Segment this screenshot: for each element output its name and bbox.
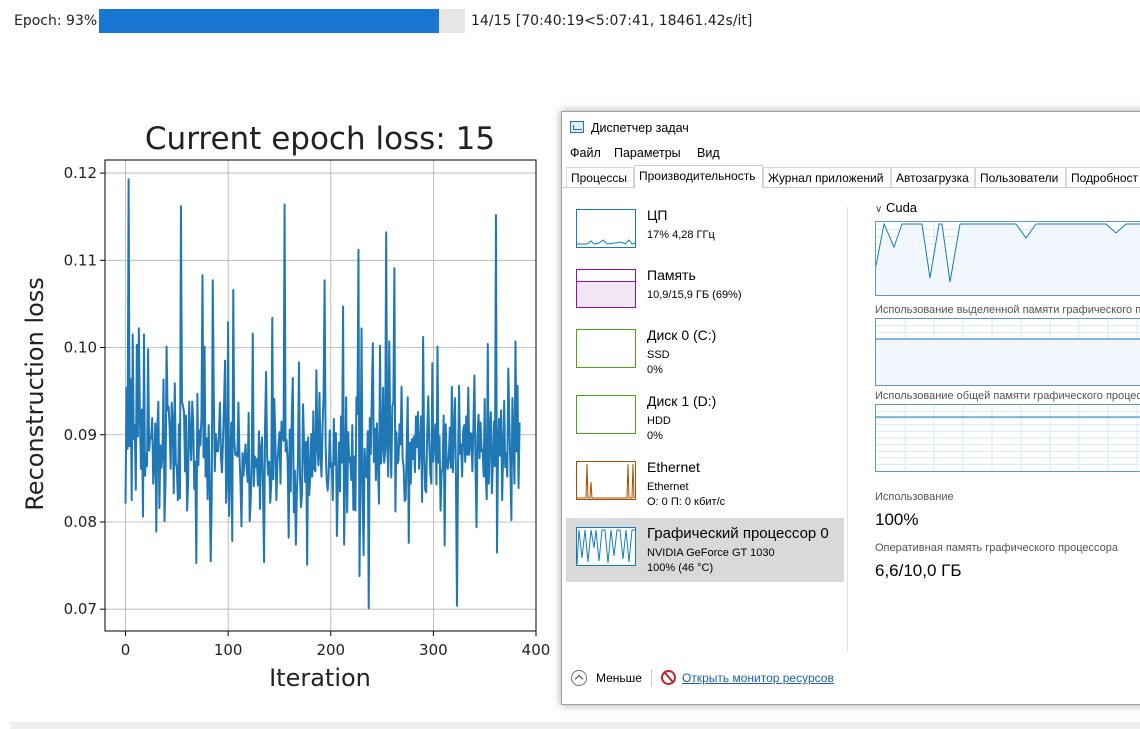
menu-view[interactable]: Вид	[697, 146, 720, 160]
menu-options[interactable]: Параметры	[614, 146, 681, 160]
tab-bar: Процессы Производительность Журнал прило…	[562, 165, 1140, 188]
x-tick-label: 100	[214, 641, 243, 659]
device-type: Ethernet	[647, 481, 689, 493]
device-type: HDD	[647, 415, 671, 427]
device-cpu[interactable]: ЦП 17% 4,28 ГГц	[566, 200, 844, 264]
device-name: Память	[647, 267, 696, 283]
cuda-usage-graph	[875, 221, 1140, 296]
chart-y-axis-label: Reconstruction loss	[21, 277, 49, 511]
ethernet-usage-line	[577, 463, 635, 499]
dedicated-memory-graph	[875, 318, 1140, 386]
epoch-progress-fill	[99, 9, 440, 33]
y-tick-label: 0.11	[64, 251, 97, 269]
device-detail: 17% 4,28 ГГц	[647, 229, 715, 241]
disk-0-thumbnail-graph	[576, 329, 636, 368]
footer-separator	[651, 669, 652, 687]
device-name: Диск 0 (C:)	[647, 327, 717, 343]
epoch-progress-bar	[99, 9, 465, 33]
device-throughput: О: 0 П: 0 кбит/с	[647, 496, 726, 508]
device-name: Графический процессор 0	[647, 525, 829, 542]
panel-divider	[847, 207, 848, 652]
device-usage: 100% (46 °C)	[647, 562, 714, 574]
device-gpu-0[interactable]: Графический процессор 0 NVIDIA GeForce G…	[566, 518, 844, 582]
tab-details[interactable]: Подробност	[1066, 167, 1140, 187]
usage-value: 100%	[875, 510, 919, 529]
y-tick-label: 0.08	[64, 513, 97, 531]
dedicated-memory-label: Использование выделенной памяти графичес…	[875, 304, 1140, 316]
cuda-usage-line	[876, 222, 1140, 283]
device-usage: 0%	[647, 364, 663, 376]
task-manager-window: Диспетчер задач Файл Параметры Вид Проце…	[561, 111, 1140, 705]
shared-memory-label: Использование общей памяти графического …	[875, 390, 1140, 402]
device-name: ЦП	[647, 207, 668, 223]
tab-performance[interactable]: Производительность	[634, 165, 763, 188]
epoch-progress-status: 14/15 [70:40:19<5:07:41, 18461.42s/it]	[471, 13, 753, 29]
device-usage: 0%	[647, 430, 663, 442]
menu-file[interactable]: Файл	[570, 146, 601, 160]
tab-app-history[interactable]: Журнал приложений	[763, 167, 891, 187]
shared-memory-graph	[875, 404, 1140, 472]
loss-chart: 0 100 200 300 400 0.07 0.08 0.09 0.10 0.11 0.12 Cu…	[21, 121, 551, 692]
device-name: Ethernet	[647, 459, 700, 475]
device-name: Диск 1 (D:)	[647, 393, 717, 409]
chart-axes-frame	[104, 159, 537, 632]
chevron-down-icon: ∨	[875, 204, 883, 215]
x-tick-label: 300	[419, 641, 448, 659]
gpu-thumbnail-graph	[576, 527, 636, 566]
dedicated-memory-area	[876, 339, 1140, 385]
menu-bar: Файл Параметры Вид	[562, 146, 1140, 164]
device-type: SSD	[647, 349, 670, 361]
y-tick-label: 0.09	[64, 426, 97, 444]
device-disk-0[interactable]: Диск 0 (C:) SSD 0%	[566, 320, 844, 384]
device-model: NVIDIA GeForce GT 1030	[647, 547, 775, 559]
task-manager-app-icon	[570, 121, 584, 133]
chart-x-axis-label: Iteration	[269, 664, 371, 692]
device-ethernet[interactable]: Ethernet Ethernet О: 0 П: 0 кбит/с	[566, 452, 844, 516]
task-manager-titlebar[interactable]: Диспетчер задач	[562, 112, 1140, 142]
fewer-details-button[interactable]: Меньше	[596, 671, 642, 685]
resource-monitor-icon	[661, 670, 676, 685]
open-resource-monitor-link[interactable]: Открыть монитор ресурсов	[682, 671, 834, 685]
usage-label: Использование	[875, 491, 954, 503]
ethernet-thumbnail-graph	[576, 461, 636, 500]
memory-thumbnail-graph	[576, 269, 636, 308]
device-detail: 10,9/15,9 ГБ (69%)	[647, 289, 742, 301]
tab-startup[interactable]: Автозагрузка	[891, 167, 975, 187]
bottom-scroll-strip	[10, 722, 1140, 729]
x-tick-label: 0	[121, 641, 131, 659]
x-tick-label: 400	[522, 641, 551, 659]
cuda-usage-area	[876, 224, 1140, 295]
chart-series	[124, 178, 521, 610]
cpu-thumbnail-graph	[576, 209, 636, 248]
chart-title: Current epoch loss: 15	[145, 121, 495, 157]
device-memory[interactable]: Память 10,9/15,9 ГБ (69%)	[566, 260, 844, 324]
epoch-progress-label: Epoch: 93%	[14, 13, 98, 29]
memory-fill	[577, 281, 635, 307]
tab-users[interactable]: Пользователи	[975, 167, 1066, 187]
y-tick-label: 0.12	[64, 164, 97, 182]
disk-1-thumbnail-graph	[576, 395, 636, 434]
engine-selector[interactable]: ∨ Cuda	[875, 200, 917, 215]
collapse-icon[interactable]	[571, 670, 587, 686]
chart-ticks: 0 100 200 300 400 0.07 0.08 0.09 0.10 0.11 0.12	[64, 164, 551, 659]
cpu-usage-line	[577, 239, 635, 245]
gpu-memory-label: Оперативная память графического процессо…	[875, 542, 1119, 554]
engine-label: Cuda	[885, 200, 918, 215]
device-disk-1[interactable]: Диск 1 (D:) HDD 0%	[566, 386, 844, 450]
tab-processes[interactable]: Процессы	[566, 167, 634, 187]
gpu-usage-line	[577, 529, 635, 565]
gpu-memory-value: 6,6/10,0 ГБ	[875, 561, 962, 580]
task-manager-title: Диспетчер задач	[591, 121, 689, 135]
y-tick-label: 0.07	[64, 600, 97, 618]
loss-series-line	[124, 178, 521, 610]
y-tick-label: 0.10	[64, 339, 97, 357]
x-tick-label: 200	[316, 641, 345, 659]
